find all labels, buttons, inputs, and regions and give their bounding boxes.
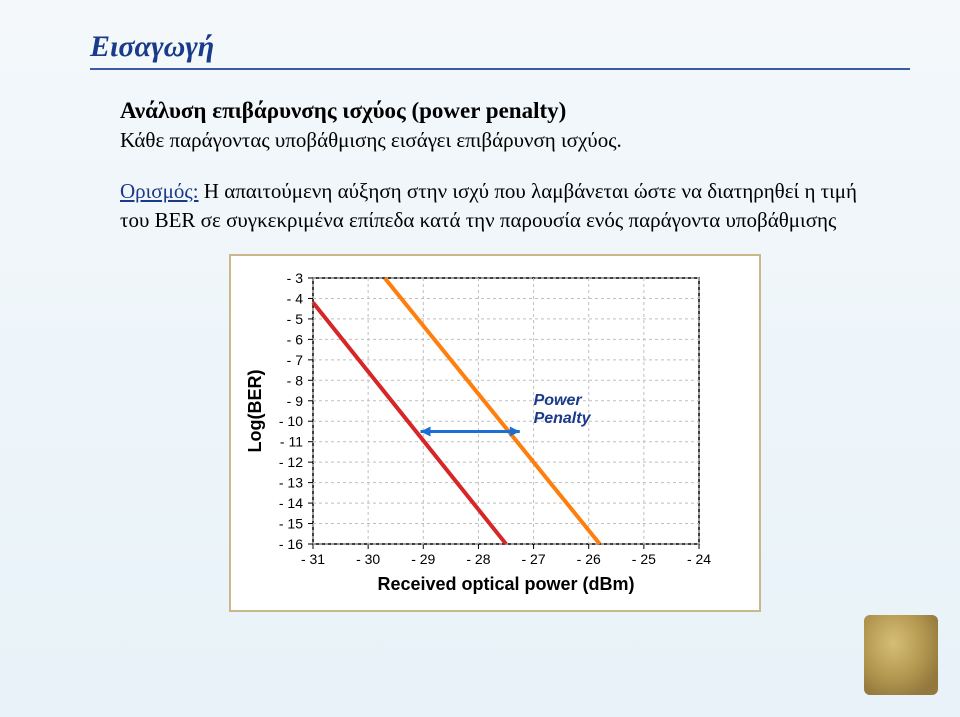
svg-text:- 6: - 6 bbox=[287, 331, 304, 347]
svg-text:- 8: - 8 bbox=[287, 372, 304, 388]
chart-container: - 31 - 30 - 29 - 28 - 27 - 26 - 25 - 24 - 3 - 4 - … bbox=[229, 254, 761, 612]
slide-title: Εισαγωγή bbox=[90, 30, 910, 70]
svg-text:- 9: - 9 bbox=[287, 393, 304, 409]
svg-text:Penalty: Penalty bbox=[534, 410, 592, 427]
svg-text:- 7: - 7 bbox=[287, 352, 304, 368]
svg-text:- 28: - 28 bbox=[466, 551, 490, 567]
svg-text:Received optical power (dBm): Received optical power (dBm) bbox=[377, 574, 634, 594]
svg-text:Log(BER): Log(BER) bbox=[245, 369, 265, 452]
svg-text:- 24: - 24 bbox=[687, 551, 711, 567]
svg-text:- 13: - 13 bbox=[279, 474, 303, 490]
svg-text:- 31: - 31 bbox=[301, 551, 325, 567]
svg-text:- 27: - 27 bbox=[522, 551, 546, 567]
svg-text:- 5: - 5 bbox=[287, 311, 304, 327]
decorative-emblem bbox=[864, 615, 938, 695]
svg-text:- 26: - 26 bbox=[577, 551, 601, 567]
svg-text:- 3: - 3 bbox=[287, 270, 304, 286]
svg-text:- 12: - 12 bbox=[279, 454, 303, 470]
subtitle: Ανάλυση επιβάρυνσης ισχύος (power penalt… bbox=[120, 98, 900, 124]
definition-paragraph: Ορισμός: Η απαιτούμενη αύξηση στην ισχύ … bbox=[120, 177, 870, 236]
svg-text:- 10: - 10 bbox=[279, 413, 303, 429]
svg-text:Power: Power bbox=[534, 392, 583, 409]
svg-text:- 30: - 30 bbox=[356, 551, 380, 567]
intro-line: Κάθε παράγοντας υποβάθμισης εισάγει επιβ… bbox=[120, 128, 900, 153]
definition-label: Ορισμός: bbox=[120, 179, 199, 203]
svg-text:- 15: - 15 bbox=[279, 515, 303, 531]
definition-text: Η απαιτούμενη αύξηση στην ισχύ που λαμβά… bbox=[120, 179, 857, 232]
ber-power-chart: - 31 - 30 - 29 - 28 - 27 - 26 - 25 - 24 - 3 - 4 - … bbox=[243, 268, 713, 598]
svg-text:- 29: - 29 bbox=[411, 551, 435, 567]
svg-text:- 14: - 14 bbox=[279, 495, 303, 511]
svg-text:- 16: - 16 bbox=[279, 536, 303, 552]
svg-text:- 4: - 4 bbox=[287, 290, 304, 306]
svg-text:- 11: - 11 bbox=[280, 433, 303, 449]
svg-text:- 25: - 25 bbox=[632, 551, 656, 567]
